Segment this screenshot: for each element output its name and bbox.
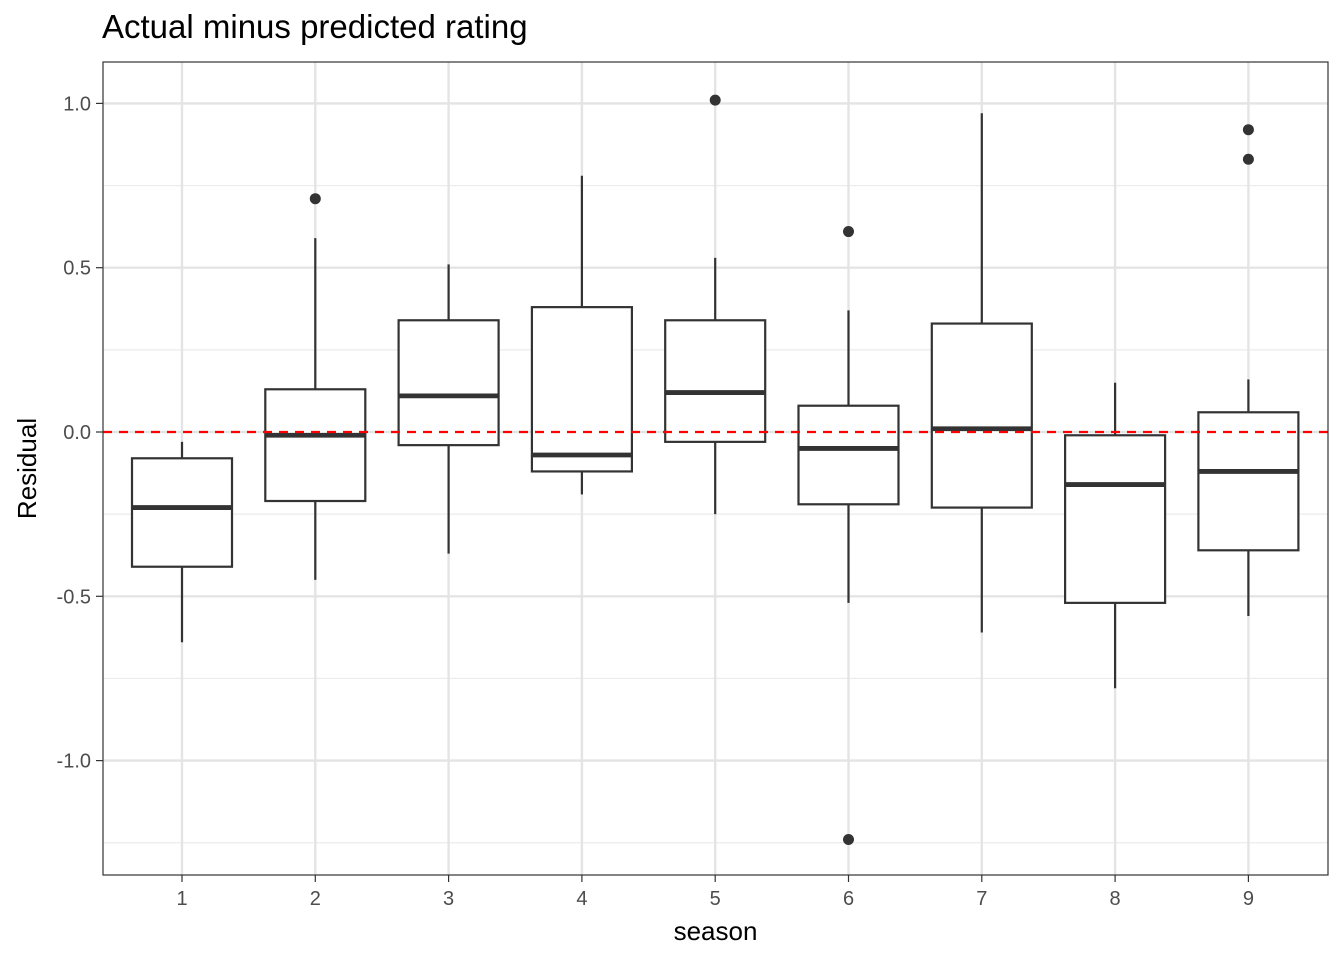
x-tick-label: 2 [310,888,321,910]
box-season-2 [264,193,367,580]
x-axis-title: season [674,916,758,946]
y-tick-label: -0.5 [57,586,91,608]
iqr-box [1197,411,1300,552]
x-tick-label: 9 [1243,888,1254,910]
chart-marks [103,94,1328,845]
outlier-point [709,94,721,106]
x-tick-label: 1 [176,888,187,910]
x-tick-label: 3 [443,888,454,910]
y-tick-label: -1.0 [57,751,91,773]
box-season-9 [1197,124,1300,617]
box-season-3 [397,264,500,554]
iqr-box [1063,434,1167,604]
x-tick-label: 5 [710,888,721,910]
iqr-box [797,404,900,506]
axes: -1.0 -0.5 0.0 0.5 1.0 1 2 3 4 5 6 7 8 9 [57,93,1254,910]
box-season-1 [130,441,234,643]
box-season-6 [797,226,900,845]
x-tick-label: 4 [576,888,587,910]
box-season-7 [930,113,1033,633]
y-axis-title: Residual [12,418,42,519]
iqr-box [930,322,1033,509]
iqr-box [664,319,767,443]
iqr-box [264,388,367,503]
y-tick-label: 1.0 [63,93,91,115]
chart-title: Actual minus predicted rating [102,8,528,45]
y-tick-label: 0.5 [63,258,91,280]
x-tick-label: 6 [843,888,854,910]
outlier-point [843,226,854,238]
outlier-point [1242,153,1254,165]
box-season-5 [664,94,767,515]
iqr-box [397,319,500,447]
x-tick-label: 7 [976,888,987,910]
iqr-box [130,457,234,568]
y-tick-label: 0.0 [63,422,91,444]
box-season-4 [530,175,634,495]
outlier-point [843,833,854,845]
iqr-box [530,306,634,473]
outlier-point [309,193,321,205]
outlier-point [1242,124,1254,136]
x-tick-label: 8 [1110,888,1121,910]
box-season-8 [1063,382,1167,689]
